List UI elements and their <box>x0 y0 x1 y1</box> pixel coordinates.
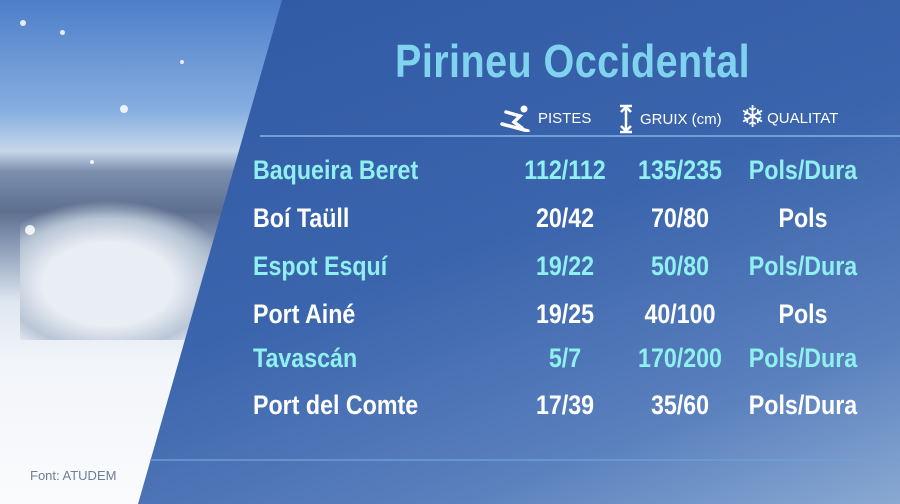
footer-divider <box>150 459 900 461</box>
snowflake-icon: ❄ <box>740 101 766 134</box>
gruix-value: 40/100 <box>644 299 716 329</box>
pistes-value: 17/39 <box>535 390 595 420</box>
pistes-value: 20/42 <box>535 203 595 233</box>
resort-row: Port Ainé 19/25 40/100 Pols <box>0 299 900 339</box>
resort-name: Espot Esquí <box>253 251 388 281</box>
height-arrow-icon <box>620 104 632 134</box>
pistes-value: 19/25 <box>535 299 595 329</box>
header-pistes-label: PISTES <box>538 109 592 127</box>
header-gruix: GRUIX (cm) <box>618 104 722 134</box>
gruix-value: 35/60 <box>650 390 710 420</box>
gruix-value: 50/80 <box>650 251 710 281</box>
gruix-value: 170/200 <box>638 343 722 373</box>
pistes-value: 112/112 <box>524 155 606 185</box>
resort-row: Port del Comte 17/39 35/60 Pols/Dura <box>0 390 900 430</box>
resort-name: Baqueira Beret <box>253 155 419 185</box>
source-label: Font: ATUDEM <box>30 468 117 483</box>
qualitat-value: Pols/Dura <box>748 155 858 185</box>
qualitat-value: Pols <box>778 299 828 329</box>
resort-name: Port Ainé <box>253 299 356 329</box>
header-divider <box>260 135 900 137</box>
header-qualitat-label: QUALITAT <box>767 109 839 127</box>
qualitat-value: Pols/Dura <box>748 343 858 373</box>
pistes-value: 5/7 <box>548 343 582 373</box>
resort-row: Tavascán 5/7 170/200 Pols/Dura <box>0 343 900 383</box>
header-gruix-label: GRUIX (cm) <box>640 110 722 128</box>
qualitat-value: Pols/Dura <box>748 390 858 420</box>
resort-row: Boí Taüll 20/42 70/80 Pols <box>0 203 900 243</box>
gruix-value: 70/80 <box>650 203 710 233</box>
pistes-value: 19/22 <box>535 251 595 281</box>
gruix-value: 135/235 <box>638 155 722 185</box>
skier-icon <box>500 105 530 132</box>
resort-name: Port del Comte <box>253 390 419 420</box>
resort-row: Baqueira Beret 112/112 135/235 Pols/Dura <box>0 155 900 195</box>
resort-name: Boí Taüll <box>253 203 350 233</box>
header-qualitat: ❄ QUALITAT <box>740 101 839 134</box>
qualitat-value: Pols <box>778 203 828 233</box>
resort-name: Tavascán <box>253 343 358 373</box>
header-pistes: PISTES <box>500 104 591 132</box>
resort-row: Espot Esquí 19/22 50/80 Pols/Dura <box>0 251 900 291</box>
qualitat-value: Pols/Dura <box>748 251 858 281</box>
page-title: Pirineu Occidental <box>395 35 751 87</box>
